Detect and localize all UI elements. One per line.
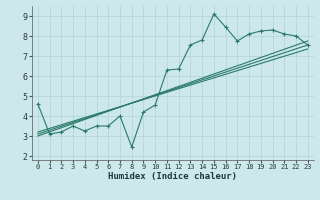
X-axis label: Humidex (Indice chaleur): Humidex (Indice chaleur) — [108, 172, 237, 181]
